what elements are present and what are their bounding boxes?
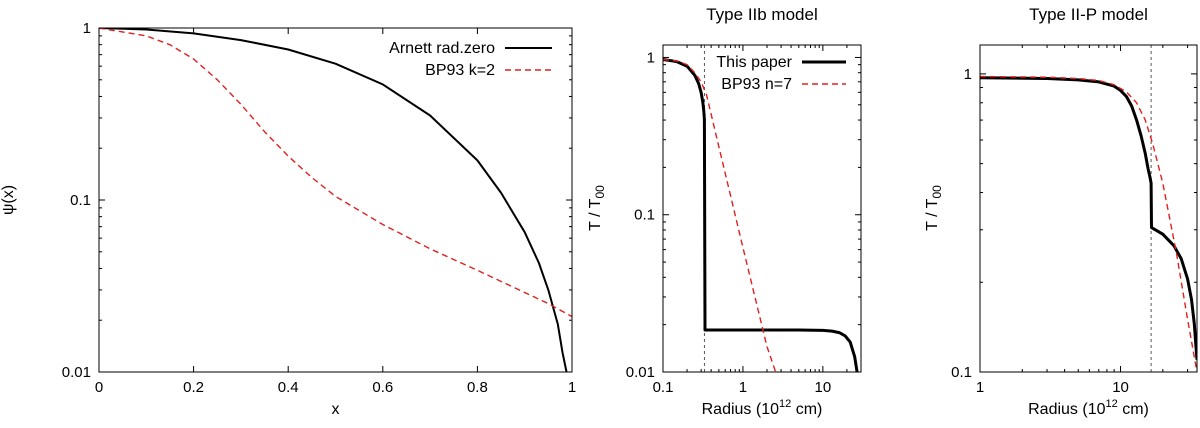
x-axis-label-tail: cm) (791, 401, 822, 418)
x-tick-label: 1 (568, 379, 576, 396)
x-tick-label: 0.1 (653, 379, 674, 396)
x-tick-label: 1 (976, 379, 984, 396)
x-axis-label-sup: 12 (1106, 398, 1118, 410)
y-tick-label: 0.1 (70, 192, 91, 209)
x-tick-label: 1 (739, 379, 747, 396)
series-line-1 (980, 76, 1197, 360)
x-tick-label: 10 (815, 379, 832, 396)
y-axis-label-main: T / T (924, 198, 941, 231)
plot-frame (662, 44, 862, 373)
legend-label: This paper (716, 54, 792, 71)
legend-label: Arnett rad.zero (389, 40, 495, 57)
y-tick-label: 0.1 (634, 207, 655, 224)
x-tick-label: 0.2 (183, 379, 204, 396)
y-axis-label-sub: 00 (593, 185, 607, 199)
chart-panel-1: 0 0.2 0.4 0.6 0.8 1 0.01 0.1 1 Arnett rad.zero BP9… (0, 20, 576, 418)
series-line-1 (99, 28, 568, 372)
y-tick-label: 0.01 (62, 364, 91, 381)
series-line-2 (99, 28, 572, 318)
legend-label: BP93 n=7 (721, 76, 792, 93)
y-tick-label: 1 (83, 20, 91, 37)
x-axis-label-main: Radius (10 (1028, 401, 1105, 418)
x-tick-label: 0.4 (278, 379, 299, 396)
x-tick-label: 0.6 (372, 379, 393, 396)
y-axis-label: ψ(x) (0, 185, 17, 215)
y-axis-label: T / T00 (924, 185, 944, 231)
x-axis-label: Radius (1012 cm) (1028, 398, 1149, 418)
x-axis-label-main: x (332, 401, 340, 418)
x-axis-label-main: Radius (10 (702, 401, 779, 418)
chart-title: Type II-P model (1029, 5, 1148, 24)
plot-frame (98, 27, 573, 373)
x-axis-label-sup: 12 (779, 398, 791, 410)
y-axis-label-main: ψ(x) (0, 185, 17, 215)
x-tick-label: 10 (1112, 379, 1129, 396)
series-line-2 (663, 58, 777, 372)
y-tick-label: 0.1 (951, 364, 972, 381)
x-axis-label: x (332, 401, 340, 418)
x-tick-label: 0 (95, 379, 103, 396)
legend-label: BP93 k=2 (425, 62, 495, 79)
y-axis-label-sub: 00 (930, 185, 944, 199)
series-line-2 (980, 75, 1197, 372)
x-axis-label: Radius (1012 cm) (702, 398, 823, 418)
y-tick-label: 1 (647, 49, 655, 66)
y-tick-label: 0.01 (626, 364, 655, 381)
x-tick-label: 0.8 (467, 379, 488, 396)
chart-title: Type IIb model (706, 5, 818, 24)
series-line-1 (663, 58, 859, 372)
y-axis-label: T / T00 (587, 185, 607, 231)
y-tick-label: 1 (964, 66, 972, 83)
y-axis-label-main: T / T (587, 198, 604, 231)
x-axis-label-tail: cm) (1118, 401, 1149, 418)
plot-frame (979, 44, 1198, 373)
